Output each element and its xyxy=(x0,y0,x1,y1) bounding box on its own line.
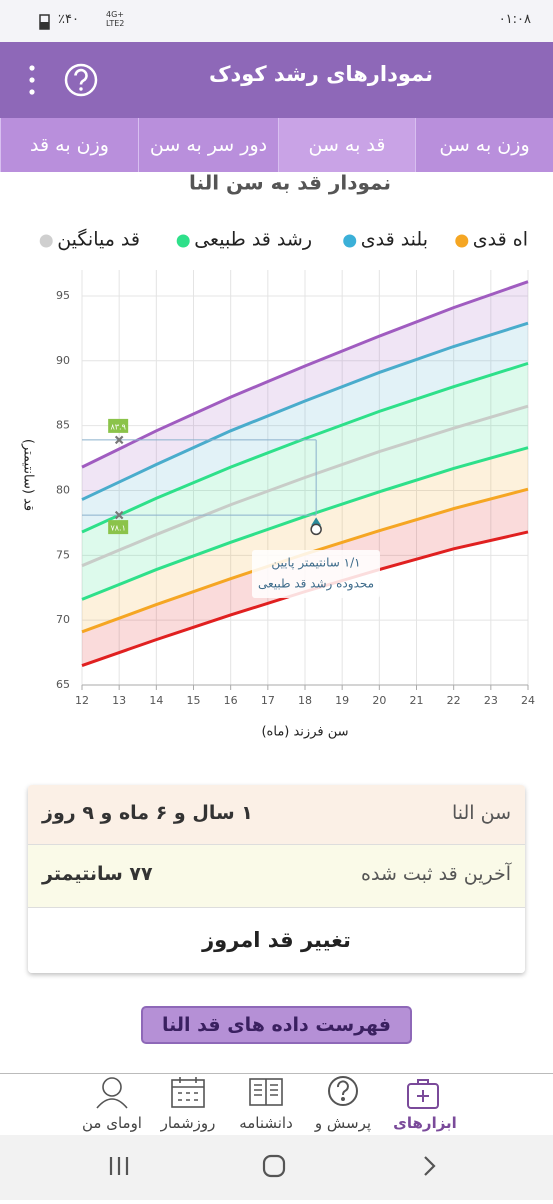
info-value: ۷۷ سانتیمتر xyxy=(42,863,153,885)
info-value: ۱ سال و ۶ ماه و ۹ روز xyxy=(42,802,253,824)
marker-badge xyxy=(108,520,129,535)
band xyxy=(82,281,528,500)
curve xyxy=(81,361,529,534)
marker xyxy=(114,510,124,520)
network: 4G+ LTE2 xyxy=(106,10,124,28)
x-tick-label: 19 xyxy=(335,694,349,707)
curve xyxy=(81,404,529,568)
app-bar-icons[interactable] xyxy=(18,62,108,100)
band xyxy=(82,447,528,632)
marker-label: ۷۸.۱ xyxy=(110,524,125,533)
nav-label[interactable]: روزشمار xyxy=(160,1114,216,1132)
nav-label[interactable]: دانشنامه xyxy=(239,1114,293,1132)
x-tick-label: 23 xyxy=(484,694,498,707)
legend-label: بلند قدی xyxy=(361,229,428,251)
annotation-box xyxy=(252,550,380,598)
legend-label: اه قدی xyxy=(473,229,528,251)
app-bar: نمودارهای رشد کودک xyxy=(0,42,553,118)
x-tick-label: 15 xyxy=(187,694,201,707)
point-flag xyxy=(311,517,322,526)
curve xyxy=(81,280,529,469)
info-label: آخرین قد ثبت شده xyxy=(361,863,511,885)
y-tick-label: 85 xyxy=(56,419,70,432)
y-tick-label: 90 xyxy=(56,354,70,367)
network-label: LTE2 xyxy=(106,19,125,28)
legend-label: رشد قد طبیعی xyxy=(194,229,312,251)
x-tick-label: 12 xyxy=(75,694,89,707)
y-axis-label: قد (سانتیمتر) xyxy=(21,439,36,511)
tab[interactable]: دور سر به سن xyxy=(138,118,278,172)
network-label: 4G+ xyxy=(106,10,124,19)
info-row: سن النا ۱ سال و ۶ ماه و ۹ روز xyxy=(28,785,525,845)
nav-icons xyxy=(96,1076,439,1109)
marker xyxy=(114,435,124,445)
chart: نمودار قد به سن النا سن فرزند (ماه) قد (… xyxy=(21,172,536,740)
x-tick-label: 20 xyxy=(372,694,386,707)
tab-bar: وزن به سن قد به سن دور سر به سن وزن به قد xyxy=(0,118,553,172)
y-tick-label: 65 xyxy=(56,678,70,691)
tab[interactable]: وزن به قد xyxy=(0,118,138,172)
chart-title: نمودار قد به سن النا xyxy=(189,172,391,195)
curve xyxy=(81,321,529,501)
x-tick-label: 18 xyxy=(298,694,312,707)
x-axis-label: سن فرزند (ماه) xyxy=(261,725,348,740)
info-row: آخرین قد ثبت شده ۷۷ سانتیمتر xyxy=(28,845,525,908)
x-tick-label: 17 xyxy=(261,694,275,707)
tab[interactable]: وزن به سن xyxy=(415,118,553,172)
x-tick-label: 16 xyxy=(224,694,238,707)
x-tick-label: 13 xyxy=(112,694,126,707)
battery: ٪۴۰ xyxy=(58,12,79,27)
system-nav xyxy=(0,1135,553,1200)
legend-dot xyxy=(39,234,53,248)
x-tick-label: 24 xyxy=(521,694,535,707)
legend-dot xyxy=(455,234,469,248)
legend-dot xyxy=(176,234,190,248)
y-tick-label: 75 xyxy=(56,548,70,561)
current-point xyxy=(310,523,322,536)
x-tick-label: 22 xyxy=(447,694,461,707)
band xyxy=(82,323,528,532)
nav-label[interactable]: پرسش و xyxy=(314,1114,372,1132)
band xyxy=(82,406,528,600)
marker-label: ۸۳.۹ xyxy=(110,422,125,431)
status-bar: ۰۱:۰۸ ٪۴۰ 4G+ LTE2 xyxy=(0,0,553,42)
tab[interactable]: قد به سن xyxy=(278,118,415,172)
legend-label: قد میانگین xyxy=(57,228,140,251)
info-card: سن النا ۱ سال و ۶ ماه و ۹ روز آخرین قد ث… xyxy=(28,785,525,973)
x-tick-label: 14 xyxy=(149,694,163,707)
clock: ۰۱:۰۸ xyxy=(498,12,531,27)
nav-label[interactable]: اومای من xyxy=(82,1114,142,1132)
legend-dot xyxy=(343,234,357,248)
curve xyxy=(81,446,529,601)
nav-label[interactable]: ابزارهای xyxy=(393,1114,457,1132)
battery-icon xyxy=(39,14,50,30)
system-nav-icons[interactable] xyxy=(0,1135,553,1200)
y-tick-label: 70 xyxy=(56,613,70,626)
annotation: ۱/۱ سانتیمتر پایین xyxy=(271,556,360,571)
y-tick-label: 80 xyxy=(56,483,70,496)
y-tick-label: 95 xyxy=(56,289,70,302)
x-tick-label: 21 xyxy=(410,694,424,707)
change-height-button[interactable]: تغییر قد امروز xyxy=(28,908,525,973)
info-label: سن النا xyxy=(451,802,511,824)
annotation: محدوده رشد قد طبیعی xyxy=(258,577,374,592)
marker-badge xyxy=(108,418,129,433)
app-title: نمودارهای رشد کودک xyxy=(208,62,433,86)
list-button[interactable]: فهرست داده های قد النا xyxy=(141,1006,412,1044)
bottom-nav: ابزارهای پرسش و دانشنامه روزشمار اومای م… xyxy=(0,1073,553,1136)
